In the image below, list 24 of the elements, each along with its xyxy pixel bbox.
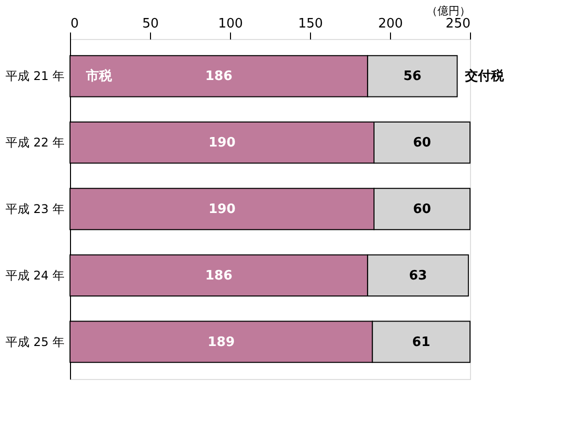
data-label: 60: [412, 202, 432, 217]
data-label: 186: [205, 268, 232, 284]
data-label: 190: [208, 202, 236, 217]
data-label: 186: [205, 69, 232, 84]
x-tick-label: 50: [142, 16, 159, 32]
data-label: 56: [403, 69, 422, 84]
data-label: 60: [412, 136, 432, 151]
x-axis-title: （億円）: [426, 4, 470, 18]
y-tick-label: 平成 25 年: [6, 334, 64, 349]
y-tick-label: 平成 24 年: [6, 268, 64, 282]
data-label: 189: [208, 334, 235, 350]
y-tick-label: 平成 21 年: [6, 69, 64, 84]
data-label: 190: [208, 136, 236, 151]
series-label: 市税: [85, 68, 113, 84]
x-tick-label: 150: [298, 16, 323, 32]
data-label: 61: [412, 334, 430, 350]
y-tick-label: 平成 22 年: [6, 136, 64, 150]
x-tick-label: 250: [446, 16, 470, 32]
x-tick-label: 100: [218, 16, 243, 32]
y-tick-label: 平成 23 年: [6, 202, 64, 216]
data-label: 63: [408, 268, 428, 284]
x-tick-label: 0: [70, 16, 79, 32]
series-label: 交付税: [464, 68, 506, 84]
x-tick-label: 200: [378, 16, 403, 32]
